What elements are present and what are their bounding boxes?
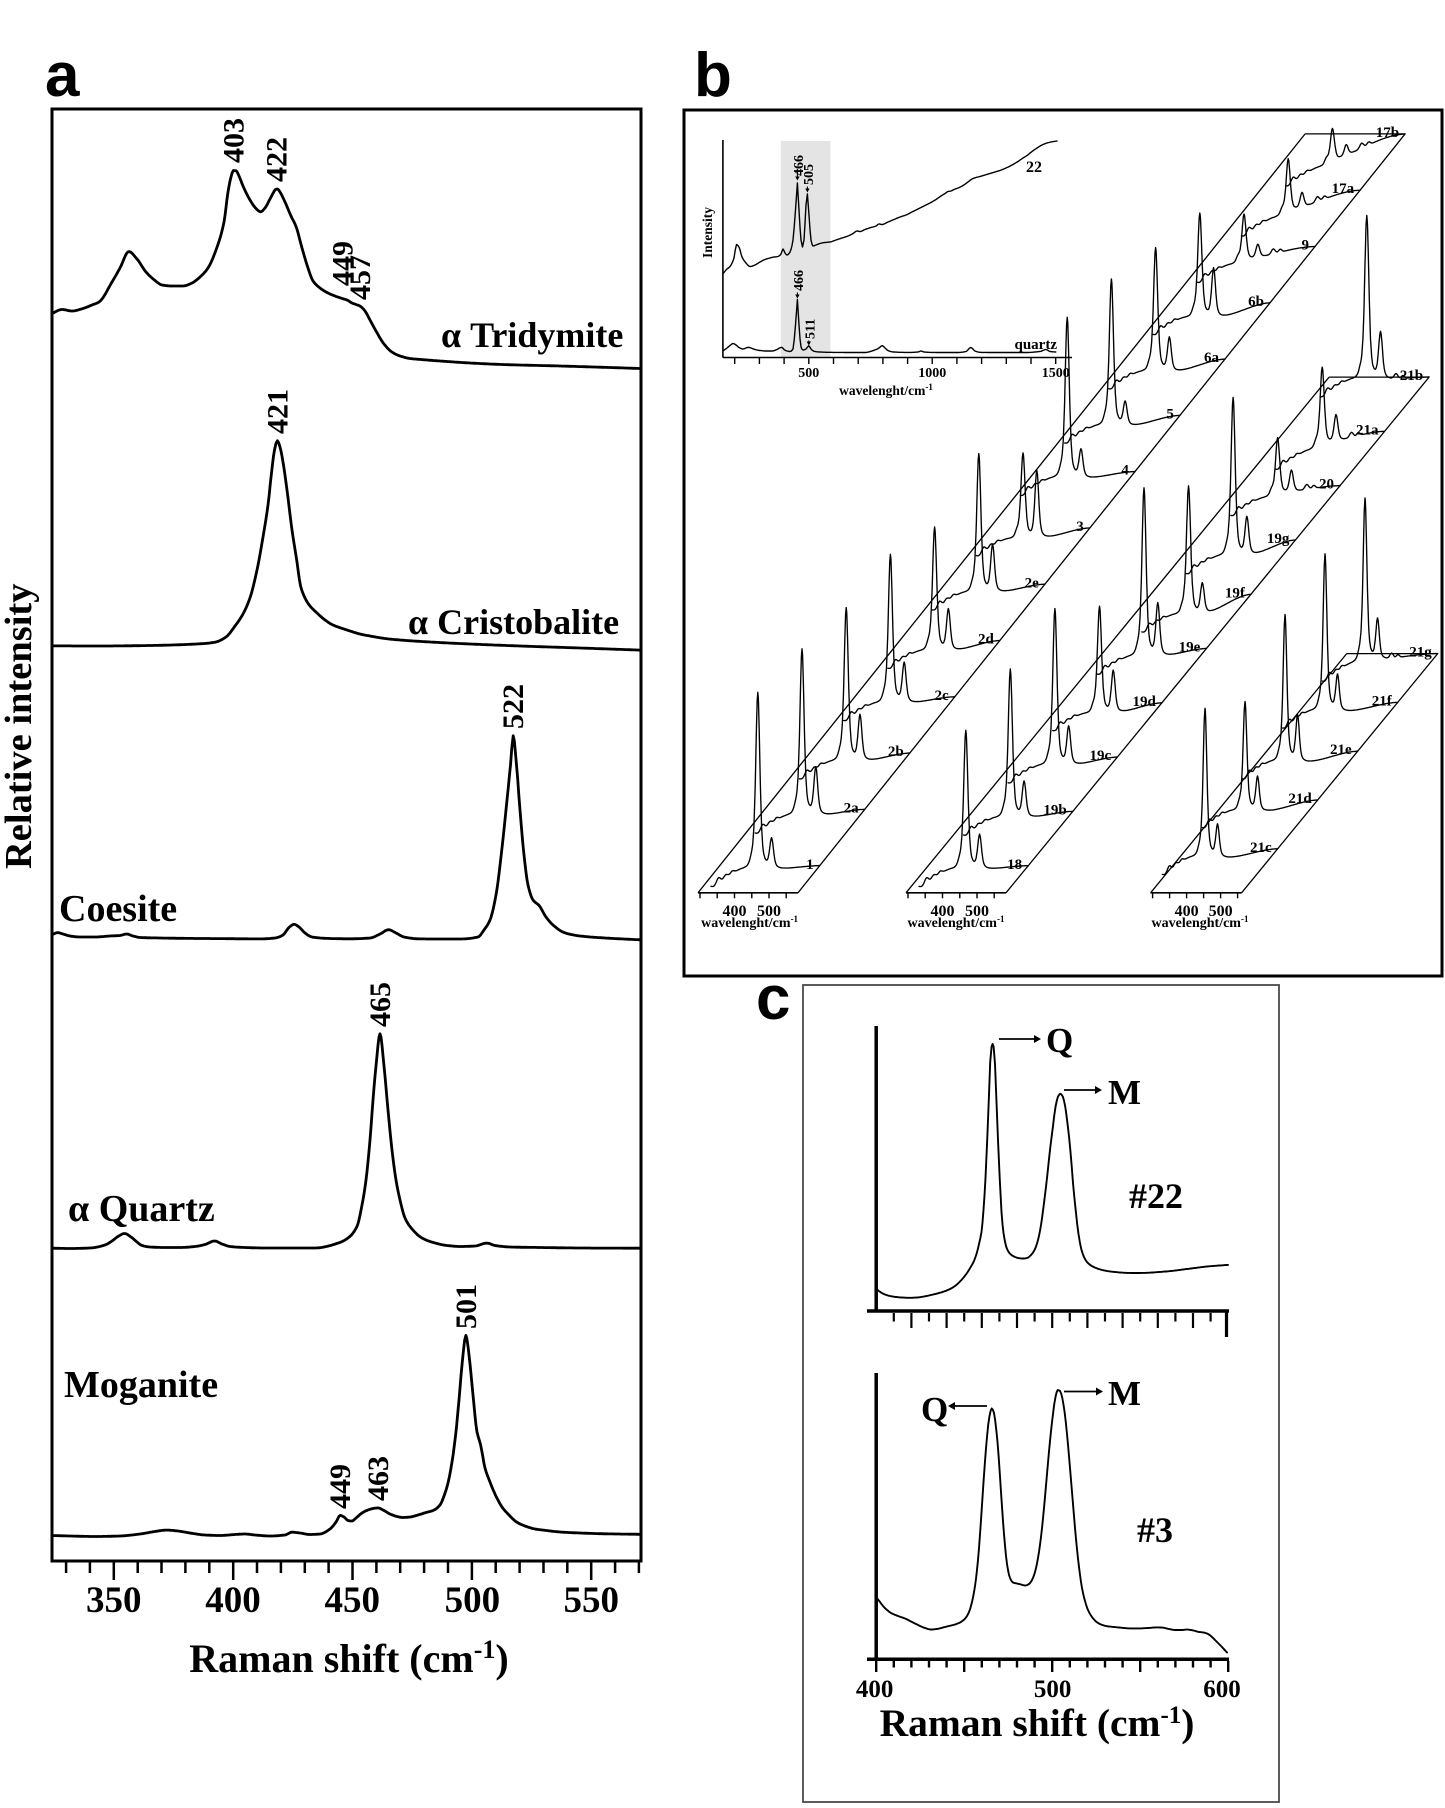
svg-text:500: 500	[798, 366, 819, 381]
svg-text:2b: 2b	[888, 744, 904, 760]
svg-text:422: 422	[261, 137, 294, 182]
svg-text:α Cristobalite: α Cristobalite	[408, 602, 619, 642]
svg-text:20: 20	[1319, 477, 1334, 493]
svg-text:5: 5	[1166, 406, 1174, 422]
svg-text:1000: 1000	[918, 366, 946, 381]
svg-text:21b: 21b	[1400, 368, 1423, 384]
svg-text:21f: 21f	[1372, 693, 1393, 709]
svg-text:1500: 1500	[1042, 366, 1070, 381]
svg-text:501: 501	[450, 1284, 483, 1329]
svg-text:Intensity: Intensity	[700, 207, 715, 258]
svg-text:449: 449	[324, 1464, 357, 1509]
svg-text:Raman shift (cm-1): Raman shift (cm-1)	[880, 1701, 1195, 1745]
svg-text:505: 505	[802, 164, 817, 185]
svg-text:α Quartz: α Quartz	[68, 1188, 215, 1230]
svg-text:500: 500	[757, 903, 781, 920]
svg-text:421: 421	[261, 389, 294, 434]
svg-text:400: 400	[931, 903, 955, 920]
svg-text:400: 400	[1175, 903, 1199, 920]
svg-text:Moganite: Moganite	[64, 1364, 218, 1406]
svg-text:1: 1	[806, 857, 814, 873]
svg-text:457: 457	[344, 255, 377, 300]
svg-text:21c: 21c	[1250, 840, 1272, 856]
svg-text:19d: 19d	[1132, 694, 1156, 710]
svg-text:400: 400	[723, 903, 747, 920]
svg-text:M: M	[1108, 1073, 1141, 1112]
svg-text:403: 403	[217, 118, 250, 163]
svg-text:2a: 2a	[844, 801, 860, 817]
svg-text:450: 450	[325, 1580, 381, 1621]
svg-text:19g: 19g	[1267, 531, 1290, 547]
svg-text:b: b	[694, 41, 732, 110]
svg-text:a: a	[45, 41, 80, 110]
svg-text:quartz: quartz	[1015, 337, 1058, 353]
svg-text:wavelenght/cm-1: wavelenght/cm-1	[908, 914, 1005, 931]
svg-text:19e: 19e	[1179, 640, 1201, 656]
svg-text:19f: 19f	[1225, 585, 1246, 601]
svg-text:500: 500	[965, 903, 989, 920]
svg-text:500: 500	[445, 1580, 501, 1621]
svg-text:500: 500	[1209, 903, 1233, 920]
svg-text:Q: Q	[921, 1390, 948, 1429]
svg-text:2c: 2c	[935, 688, 950, 704]
svg-text:449: 449	[326, 241, 359, 286]
svg-text:463: 463	[362, 1456, 395, 1501]
svg-text:2e: 2e	[1025, 575, 1040, 591]
svg-text:M: M	[1108, 1374, 1141, 1413]
svg-text:21g: 21g	[1409, 645, 1432, 661]
svg-text:Q: Q	[1046, 1021, 1073, 1060]
svg-text:19b: 19b	[1043, 803, 1066, 819]
svg-text:466: 466	[792, 270, 807, 291]
svg-text:465: 465	[364, 982, 397, 1027]
svg-text:17a: 17a	[1332, 181, 1355, 197]
svg-text:6a: 6a	[1204, 350, 1220, 366]
svg-text:2d: 2d	[978, 632, 995, 648]
svg-text:α Tridymite: α Tridymite	[441, 315, 623, 355]
svg-text:Coesite: Coesite	[59, 888, 177, 930]
svg-text:wavelenght/cm-1: wavelenght/cm-1	[1152, 914, 1249, 931]
svg-text:21e: 21e	[1330, 742, 1352, 758]
svg-text:22: 22	[1026, 159, 1042, 176]
svg-text:wavelenght/cm-1: wavelenght/cm-1	[839, 382, 933, 398]
svg-text:466: 466	[792, 155, 807, 176]
svg-text:4: 4	[1121, 463, 1129, 479]
svg-text:Relative intensity: Relative intensity	[0, 584, 40, 870]
svg-text:522: 522	[497, 684, 530, 729]
svg-text:511: 511	[803, 319, 818, 339]
svg-text:19c: 19c	[1090, 748, 1112, 764]
svg-text:wavelenght/cm-1: wavelenght/cm-1	[701, 914, 798, 931]
svg-text:400: 400	[856, 1676, 894, 1703]
svg-text:21d: 21d	[1288, 791, 1312, 807]
svg-text:550: 550	[563, 1580, 619, 1621]
svg-text:#3: #3	[1137, 1510, 1173, 1550]
svg-text:400: 400	[205, 1580, 261, 1621]
svg-text:c: c	[756, 964, 790, 1033]
svg-text:9: 9	[1302, 238, 1310, 254]
svg-text:500: 500	[1034, 1676, 1072, 1703]
svg-text:350: 350	[86, 1580, 142, 1621]
svg-text:21a: 21a	[1356, 422, 1379, 438]
svg-text:6b: 6b	[1248, 294, 1264, 310]
svg-text:3: 3	[1076, 519, 1084, 535]
svg-text:Raman shift (cm-1): Raman shift (cm-1)	[189, 1635, 508, 1682]
svg-text:18: 18	[1007, 857, 1022, 873]
svg-text:600: 600	[1203, 1676, 1241, 1703]
svg-text:#22: #22	[1129, 1176, 1183, 1216]
svg-text:17b: 17b	[1376, 125, 1399, 141]
